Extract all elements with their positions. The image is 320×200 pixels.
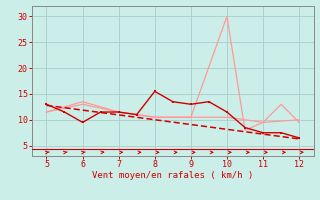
X-axis label: Vent moyen/en rafales ( km/h ): Vent moyen/en rafales ( km/h ) (92, 171, 253, 180)
